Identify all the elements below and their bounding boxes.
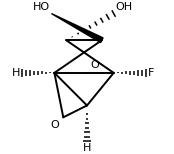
Text: OH: OH [115, 2, 132, 12]
Polygon shape [52, 14, 103, 43]
Text: H: H [83, 142, 91, 152]
Text: O: O [90, 60, 99, 70]
Text: H: H [12, 68, 20, 78]
Text: F: F [148, 68, 154, 78]
Text: O: O [50, 120, 59, 130]
Text: HO: HO [33, 2, 50, 12]
